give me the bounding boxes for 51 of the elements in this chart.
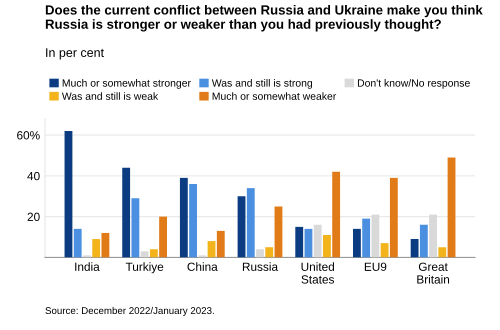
x-tick-label: Turkiye bbox=[126, 262, 164, 274]
bar bbox=[274, 206, 282, 258]
bar bbox=[429, 214, 437, 258]
bar bbox=[380, 243, 389, 258]
legend-label: Much or somewhat stronger bbox=[62, 79, 191, 89]
bar bbox=[64, 131, 72, 258]
legend-label: Much or somewhat weaker bbox=[212, 92, 336, 100]
bar bbox=[150, 249, 158, 258]
bar bbox=[390, 178, 398, 258]
legend-label: Don't know/No response bbox=[358, 79, 470, 89]
chart-subtitle: In per cent bbox=[46, 48, 104, 60]
bar bbox=[371, 214, 380, 258]
legend-label: Was and still is strong bbox=[212, 79, 312, 89]
bar bbox=[101, 232, 110, 258]
chart-title: Does the current conflict between Russia and Ukraine make you think Russia is stronger or weaker than you had previously thought? bbox=[46, 4, 483, 32]
x-tick-label: United States bbox=[301, 262, 334, 284]
bar bbox=[74, 228, 82, 258]
bar bbox=[159, 216, 168, 258]
bar bbox=[295, 226, 304, 258]
x-tick-label: Russia bbox=[242, 262, 278, 271]
legend-label: Was and still is weak bbox=[62, 92, 158, 100]
source-note: Source: December 2022/January 2023. bbox=[45, 306, 214, 316]
bar bbox=[92, 239, 100, 258]
bar bbox=[180, 178, 188, 258]
bar bbox=[131, 198, 140, 258]
bar bbox=[332, 172, 340, 258]
bar bbox=[189, 184, 197, 258]
bar bbox=[256, 249, 264, 258]
bar bbox=[352, 228, 361, 258]
bar bbox=[304, 228, 312, 258]
x-tick-label: EU9 bbox=[364, 262, 386, 271]
bar bbox=[122, 168, 130, 258]
bar bbox=[208, 241, 216, 258]
bar bbox=[448, 158, 456, 258]
bar bbox=[246, 188, 255, 258]
bar bbox=[420, 224, 428, 258]
bar bbox=[362, 218, 370, 258]
x-tick-label: India bbox=[75, 262, 100, 271]
bar bbox=[265, 247, 274, 258]
bar bbox=[140, 251, 149, 258]
bar bbox=[216, 230, 225, 258]
bar bbox=[323, 234, 331, 258]
bar bbox=[314, 224, 322, 258]
y-tick-label: 20 bbox=[28, 212, 40, 222]
x-tick-label: China bbox=[187, 262, 218, 271]
bar bbox=[238, 196, 246, 258]
bar bbox=[438, 247, 446, 258]
y-tick-label: 40 bbox=[27, 172, 40, 180]
bar bbox=[410, 239, 419, 258]
y-tick-label: 60% bbox=[17, 131, 40, 140]
x-tick-label: Great Britain bbox=[417, 262, 450, 284]
